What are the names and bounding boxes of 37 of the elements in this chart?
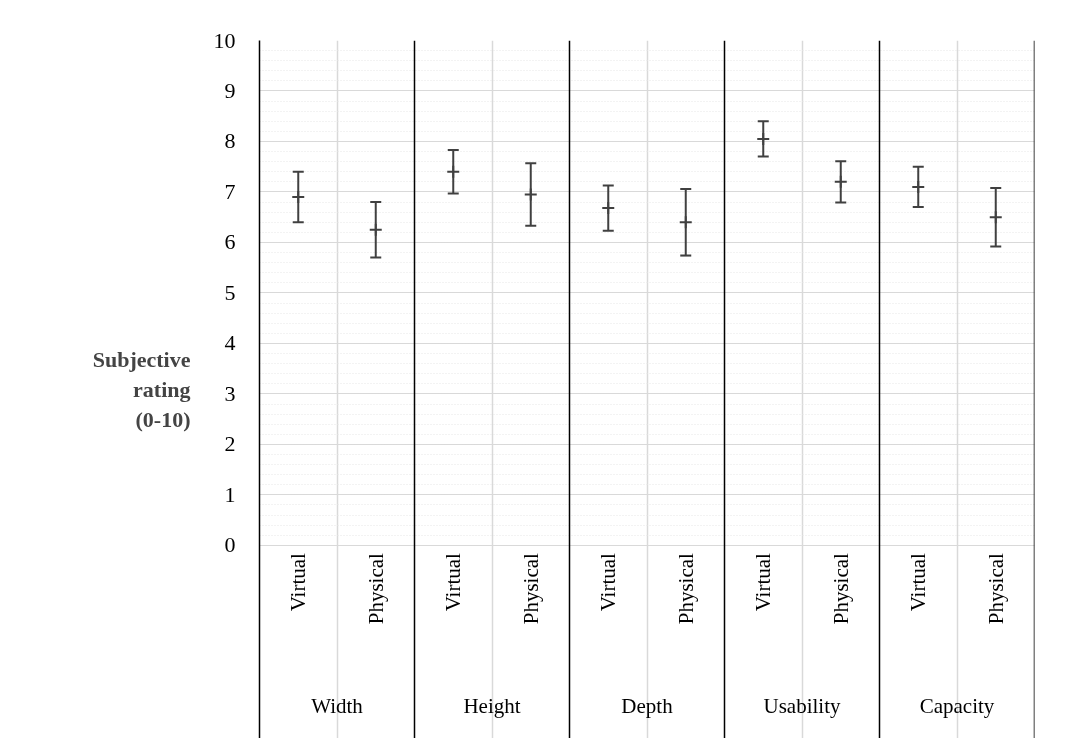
point bbox=[833, 174, 848, 189]
point bbox=[678, 215, 693, 230]
y-tick-label: 2 bbox=[224, 431, 236, 457]
text: Depth bbox=[621, 693, 674, 718]
y-tick-label: 6 bbox=[224, 229, 236, 255]
x-tick-label: Virtual bbox=[751, 552, 776, 612]
point bbox=[446, 164, 461, 179]
x-tick-label: Virtual bbox=[286, 552, 311, 612]
point bbox=[988, 210, 1003, 225]
y-tick-label: 10 bbox=[213, 27, 236, 53]
y-tick-label: 1 bbox=[224, 481, 236, 507]
y-tick-label: 5 bbox=[224, 279, 236, 305]
x-tick-label: Physical bbox=[518, 552, 543, 625]
y-tick-label: 0 bbox=[224, 532, 236, 558]
x-tick-label: Physical bbox=[828, 552, 853, 625]
y-tick-label: 4 bbox=[224, 330, 236, 356]
text: Usability bbox=[763, 693, 841, 718]
y-tick-label: 7 bbox=[224, 178, 236, 204]
point bbox=[601, 201, 616, 216]
text: Capacity bbox=[919, 693, 995, 718]
point bbox=[368, 222, 383, 237]
point bbox=[756, 131, 771, 146]
y-tick-label: 8 bbox=[224, 128, 236, 154]
point bbox=[911, 179, 926, 194]
text: Width bbox=[311, 693, 364, 718]
x-tick-label: Virtual bbox=[906, 552, 931, 612]
y-axis-title: Subjective rating (0-10) bbox=[92, 347, 191, 432]
x-tick-label: Physical bbox=[983, 552, 1008, 625]
point bbox=[291, 190, 306, 205]
point bbox=[523, 187, 538, 202]
y-tick-label: 9 bbox=[224, 77, 236, 103]
x-tick-label: Virtual bbox=[596, 552, 621, 612]
text: Height bbox=[463, 693, 521, 718]
x-tick-label: Physical bbox=[363, 552, 388, 625]
y-tick-label: 3 bbox=[224, 380, 236, 406]
x-tick-label: Physical bbox=[673, 552, 698, 625]
x-tick-label: Virtual bbox=[441, 552, 466, 612]
